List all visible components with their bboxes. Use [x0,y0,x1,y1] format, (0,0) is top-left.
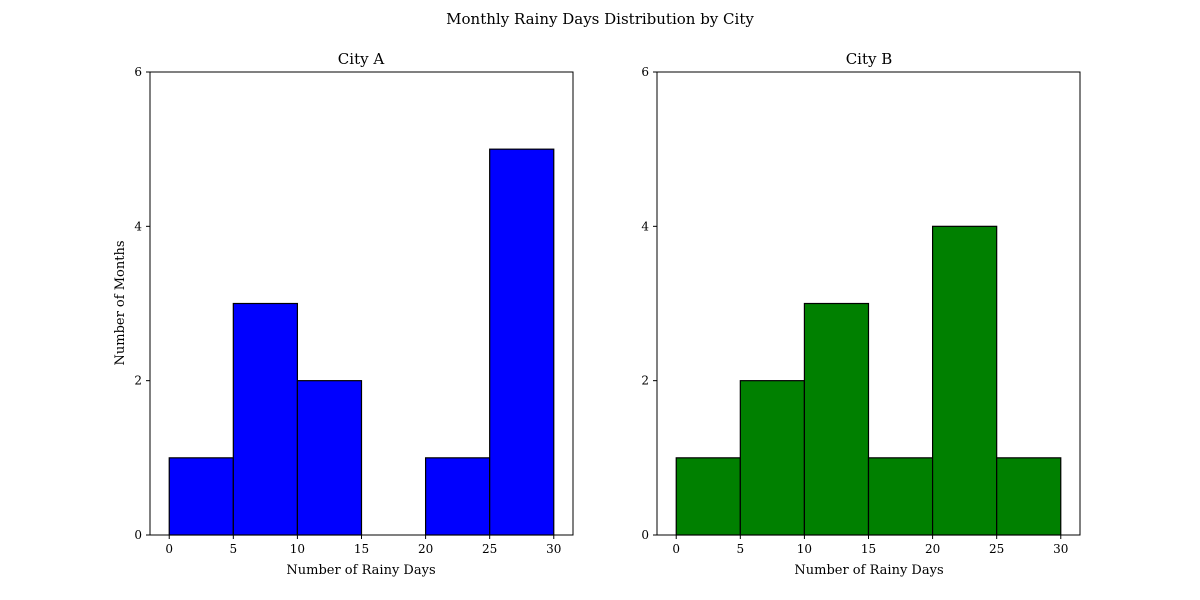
chart-title: City A [338,50,385,68]
bar [675,457,741,536]
x-tick-label: 20 [925,542,940,556]
x-tick-label: 0 [672,542,680,556]
bars [675,225,1062,536]
bar [803,302,870,536]
y-ticks: 0 2 4 6 [641,65,657,542]
bar [931,225,998,536]
y-tick-label: 4 [641,219,649,233]
bar [168,457,234,536]
x-tick-label: 15 [354,542,369,556]
figure-title: Monthly Rainy Days Distribution by City [446,10,754,28]
bar [424,457,491,536]
x-tick-label: 25 [482,542,497,556]
x-ticks: 0 5 10 15 20 25 30 [672,535,1068,556]
x-tick-label: 20 [418,542,433,556]
bar [996,457,1062,536]
x-tick-label: 10 [290,542,305,556]
y-tick-label: 2 [134,374,142,388]
x-tick-label: 5 [736,542,744,556]
x-tick-label: 15 [861,542,876,556]
y-tick-label: 6 [641,65,649,79]
bars [168,148,555,536]
bar [739,380,806,536]
x-tick-label: 10 [797,542,812,556]
y-axis-label: Number of Months [113,241,128,366]
y-tick-label: 0 [134,528,142,542]
y-ticks: 0 2 4 6 [134,65,150,542]
y-tick-label: 0 [641,528,649,542]
bar [232,302,299,536]
x-tick-label: 30 [1053,542,1068,556]
chart-title: City B [846,50,893,68]
chart-panel-city-a: City A 0 5 10 15 20 25 30 0 2 4 6 Number of Rainy… [113,50,574,578]
y-tick-label: 2 [641,374,649,388]
y-tick-label: 4 [134,219,142,233]
chart-panel-city-b: City B 0 5 10 15 20 25 30 0 2 4 6 Number of Rainy… [641,50,1081,578]
x-tick-label: 5 [229,542,237,556]
x-axis-label: Number of Rainy Days [794,563,943,578]
bar [489,148,555,536]
x-ticks: 0 5 10 15 20 25 30 [165,535,561,556]
x-axis-label: Number of Rainy Days [286,563,435,578]
x-tick-label: 25 [989,542,1004,556]
y-tick-label: 6 [134,65,142,79]
x-tick-label: 30 [546,542,561,556]
bar [296,380,363,536]
x-tick-label: 0 [165,542,173,556]
bar [867,457,934,536]
